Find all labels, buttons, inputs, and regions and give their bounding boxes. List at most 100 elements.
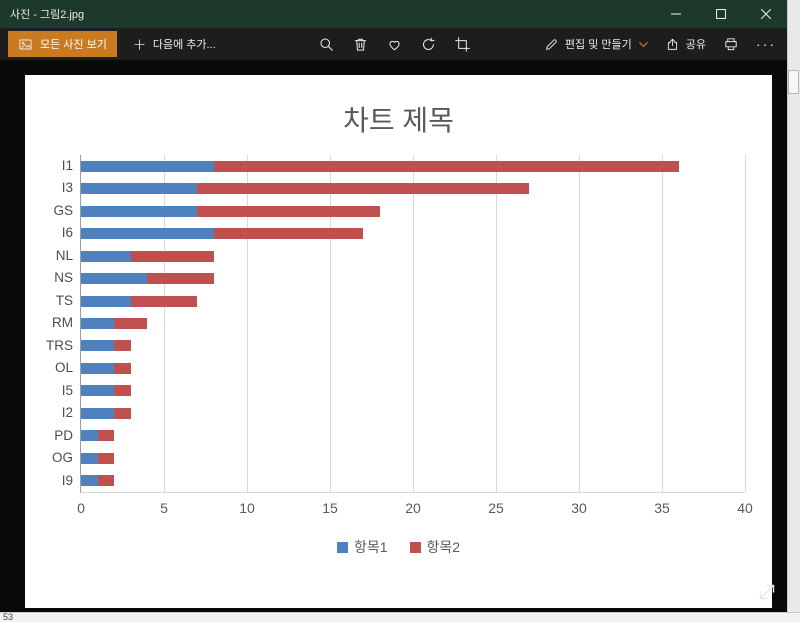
- share-label: 공유: [685, 39, 706, 51]
- favorite-button[interactable]: [385, 35, 403, 53]
- bar-segment: [130, 295, 198, 307]
- chart-image: 차트 제목 0 5 10 15 20 25 30 35 40 I1 I3 GS I6 NL NS TS RM TR…: [25, 75, 772, 608]
- bar-segment: [81, 407, 115, 419]
- bar-segment: [130, 250, 214, 262]
- excel-row-number: 53: [3, 612, 14, 622]
- legend-label: 항목2: [426, 539, 461, 555]
- bar-segment: [81, 362, 115, 374]
- trash-icon: [354, 38, 366, 51]
- toolbar: 모든 사진 보기 다음에 추가...: [0, 28, 788, 60]
- category-label: NS: [54, 270, 73, 286]
- bar-segment: [147, 273, 214, 285]
- excel-background-bottom: 53: [0, 612, 800, 622]
- toolbar-center-icons: [317, 35, 471, 53]
- edit-create-button[interactable]: 편집 및 만들기: [544, 36, 649, 52]
- bar-segment: [81, 295, 131, 307]
- category-label: OL: [54, 360, 73, 376]
- x-tick-label: 35: [654, 500, 670, 516]
- x-tick-label: 5: [160, 500, 168, 516]
- photo-area: 차트 제목 0 5 10 15 20 25 30 35 40 I1 I3 GS I6 NL NS TS RM TR…: [0, 60, 788, 612]
- category-label: PD: [54, 427, 73, 443]
- legend-label: 항목1: [353, 539, 388, 555]
- x-tick-label: 15: [322, 500, 338, 516]
- share-icon: [667, 38, 677, 50]
- crop-button[interactable]: [453, 35, 471, 53]
- category-label: RM: [52, 315, 73, 331]
- bar-segment: [81, 183, 198, 195]
- rotate-icon: [422, 37, 435, 50]
- grid-line: [744, 155, 746, 492]
- toolbar-right-icons: 편집 및 만들기 공유 ···: [544, 35, 776, 53]
- category-label: TRS: [46, 337, 73, 353]
- share-button[interactable]: 공유: [665, 36, 706, 52]
- title-bar: 사진 - 그림2.jpg: [0, 0, 788, 28]
- legend-swatch: [336, 541, 348, 553]
- bar-segment: [197, 205, 380, 217]
- bar-segment: [81, 205, 198, 217]
- close-button[interactable]: [743, 0, 788, 28]
- add-to-button[interactable]: 다음에 추가...: [133, 36, 216, 52]
- bar-segment: [114, 340, 131, 352]
- see-all-photos-label: 모든 사진 보기: [40, 39, 107, 51]
- x-tick-label: 10: [239, 500, 255, 516]
- x-tick-label: 25: [488, 500, 504, 516]
- x-tick-label: 0: [77, 500, 85, 516]
- x-tick-label: 30: [571, 500, 587, 516]
- bar-segment: [197, 183, 530, 195]
- maximize-icon: [715, 9, 726, 19]
- bar-segment: [81, 452, 98, 464]
- photo-icon: [19, 39, 32, 49]
- minimize-icon: [670, 13, 681, 15]
- more-button[interactable]: ···: [756, 36, 776, 52]
- grid-line: [246, 155, 248, 492]
- bar-segment: [114, 318, 148, 329]
- excel-background-right: [787, 0, 800, 622]
- fullscreen-button[interactable]: [756, 581, 778, 603]
- see-all-photos-button[interactable]: 모든 사진 보기: [8, 31, 117, 57]
- zoom-button[interactable]: [317, 35, 335, 53]
- x-tick-label: 20: [405, 500, 421, 516]
- bar-segment: [81, 475, 98, 487]
- grid-line: [578, 155, 580, 492]
- legend-swatch: [409, 541, 421, 553]
- legend-item: 항목2: [409, 537, 461, 557]
- grid-line: [495, 155, 497, 492]
- bar-segment: [213, 228, 364, 240]
- category-label: I6: [61, 225, 73, 241]
- chevron-down-icon: [638, 41, 648, 47]
- add-to-label: 다음에 추가...: [152, 39, 216, 51]
- bar-segment: [114, 407, 131, 419]
- crop-icon: [454, 36, 470, 52]
- category-label: I1: [61, 158, 73, 173]
- edit-icon: [546, 38, 557, 50]
- heart-icon: [388, 40, 400, 50]
- minimize-button[interactable]: [653, 0, 698, 28]
- bar-segment: [81, 160, 214, 172]
- category-label: I3: [61, 180, 73, 196]
- bar-segment: [114, 362, 131, 374]
- print-button[interactable]: [722, 35, 740, 53]
- grid-line: [163, 155, 165, 492]
- x-tick-label: 40: [737, 500, 753, 516]
- close-icon: [760, 9, 771, 19]
- rotate-button[interactable]: [419, 35, 437, 53]
- legend-item: 항목1: [336, 537, 388, 557]
- category-label: OG: [51, 450, 73, 466]
- maximize-button[interactable]: [698, 0, 743, 28]
- plot-area: 0 5 10 15 20 25 30 35 40 I1 I3 GS I6 NL NS TS RM TRS OL I5 I…: [46, 155, 753, 516]
- delete-button[interactable]: [351, 35, 369, 53]
- expand-icon: [759, 584, 775, 600]
- grid-line: [661, 155, 663, 492]
- bar-segment: [81, 385, 115, 397]
- category-label: NL: [55, 247, 73, 263]
- bar-segment: [81, 430, 98, 442]
- chart-legend: 항목1 항목2: [25, 537, 772, 557]
- bar-segment: [81, 228, 214, 240]
- grid-line: [412, 155, 414, 492]
- grid-line: [329, 155, 331, 492]
- category-label: GS: [53, 202, 73, 218]
- print-icon: [725, 38, 737, 51]
- photos-window: 사진 - 그림2.jpg 모든 사진 보기 다음에 추가...: [0, 0, 788, 612]
- bar-segment: [114, 385, 131, 397]
- bar-segment: [81, 273, 148, 285]
